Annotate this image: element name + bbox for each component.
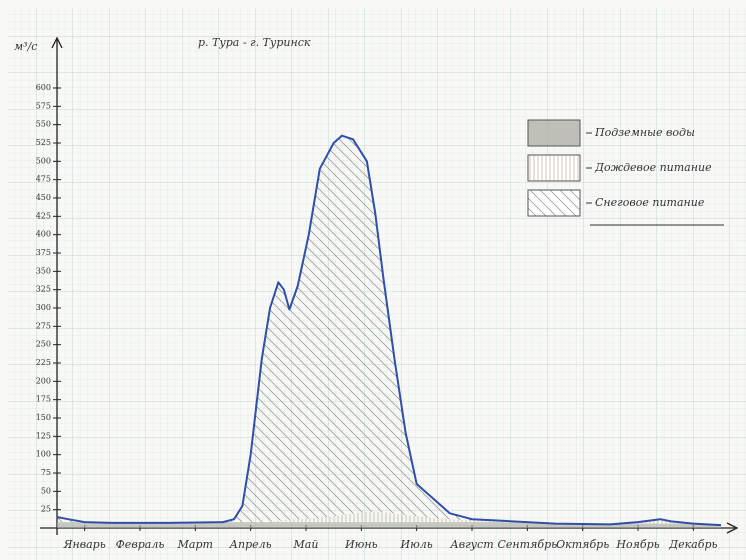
y-tick-label: 575 bbox=[36, 101, 51, 110]
y-tick-label: 225 bbox=[36, 358, 51, 367]
chart-title: р. Тура - г. Туринск bbox=[198, 36, 311, 49]
y-tick-label: 600 bbox=[36, 83, 51, 92]
x-tick-label: Ноябрь bbox=[615, 538, 659, 551]
x-tick-label: Март bbox=[177, 538, 213, 551]
flow-line bbox=[56, 134, 722, 527]
y-tick-label: 200 bbox=[36, 376, 51, 385]
y-tick-label: 325 bbox=[36, 285, 51, 294]
x-tick-label: Август bbox=[449, 538, 493, 551]
x-tick-label: Февраль bbox=[116, 538, 165, 551]
y-tick-label: 125 bbox=[36, 431, 51, 440]
y-tick-label: 250 bbox=[36, 340, 51, 349]
y-tick-label: 425 bbox=[36, 211, 51, 220]
y-tick-label: 550 bbox=[36, 120, 51, 129]
legend: Подземные воды Дождевое питание Снеговое п… bbox=[527, 119, 724, 226]
legend-swatch-pattern bbox=[527, 154, 581, 182]
y-tick-label: 300 bbox=[36, 303, 51, 312]
y-tick-label: 25 bbox=[41, 505, 51, 514]
area bbox=[57, 511, 721, 526]
legend-swatch-pattern bbox=[527, 189, 581, 217]
y-tick-label: 50 bbox=[41, 486, 51, 495]
y-tick-label: 100 bbox=[36, 450, 51, 459]
x-tick-label: Май bbox=[293, 538, 319, 551]
x-tick-label: Апрель bbox=[229, 538, 272, 551]
y-tick-label: 400 bbox=[36, 230, 51, 239]
y-tick-label: 275 bbox=[36, 321, 51, 330]
y-tick-label: 150 bbox=[36, 413, 51, 422]
y-tick-label: 175 bbox=[36, 395, 51, 404]
x-tick-label: Январь bbox=[63, 538, 106, 551]
y-tick-label: 450 bbox=[36, 193, 51, 202]
y-axis-arrow bbox=[51, 36, 63, 49]
x-tick-label: Июнь bbox=[344, 538, 378, 551]
legend-label: Снеговое питание bbox=[595, 196, 705, 209]
y-tick-label: 375 bbox=[36, 248, 51, 257]
y-tick-label: 350 bbox=[36, 266, 51, 275]
legend-label: Подземные воды bbox=[594, 126, 695, 139]
legend-label: Дождевое питание bbox=[594, 161, 712, 174]
x-axis-arrow bbox=[726, 522, 739, 534]
x-tick-label: Декабрь bbox=[668, 538, 717, 551]
y-tick-label: 500 bbox=[36, 156, 51, 165]
x-tick-label: Сентябрь bbox=[498, 538, 558, 551]
y-tick-label: 75 bbox=[41, 468, 51, 477]
x-tick-label: Июль bbox=[400, 538, 433, 551]
y-tick-label: 475 bbox=[36, 175, 51, 184]
y-axis-label: м³/с bbox=[14, 40, 37, 53]
x-tick-label: Октябрь bbox=[556, 538, 609, 551]
legend-swatch bbox=[527, 119, 581, 147]
area bbox=[57, 135, 721, 526]
y-tick-label: 525 bbox=[36, 138, 51, 147]
